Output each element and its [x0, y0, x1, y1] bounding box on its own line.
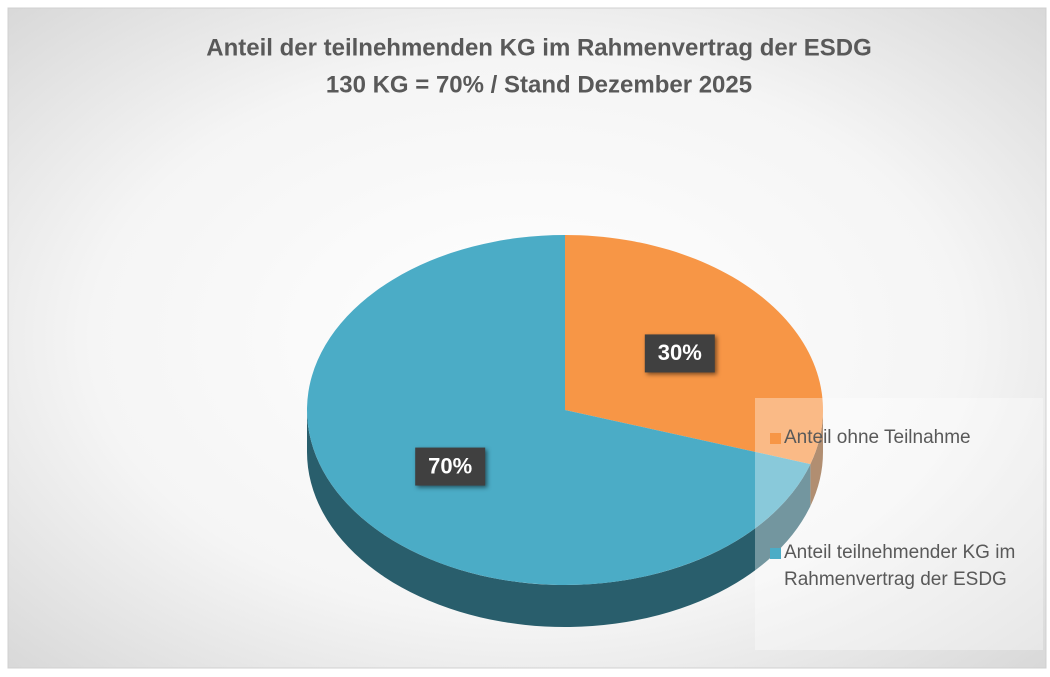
legend-swatch	[770, 548, 781, 559]
chart-title: Anteil der teilnehmenden KG im Rahmenver…	[206, 34, 871, 61]
pie-side	[810, 410, 823, 507]
legend-label: Anteil teilnehmender KG im Rahmenvertrag…	[784, 542, 1026, 590]
legend: Anteil ohne Teilnahme Anteil teilnehmende…	[755, 398, 1043, 650]
data-label-box	[644, 334, 715, 373]
data-label: 70%	[428, 453, 472, 478]
pie	[306, 235, 823, 627]
chart-subtitle: 130 KG = 70% / Stand Dezember 2025	[326, 71, 752, 98]
legend-entry: Anteil teilnehmender KG im Rahmenvertrag…	[770, 542, 1043, 593]
data-labels: 30% 70%	[415, 334, 715, 486]
data-label-box	[415, 447, 486, 486]
pie-slice	[306, 235, 811, 585]
legend-entry: Anteil ohne Teilnahme	[770, 427, 1043, 451]
pie-side	[306, 410, 811, 627]
legend-swatch	[770, 433, 781, 444]
legend-label: Anteil ohne Teilnahme	[784, 427, 971, 448]
data-label: 30%	[658, 340, 702, 365]
